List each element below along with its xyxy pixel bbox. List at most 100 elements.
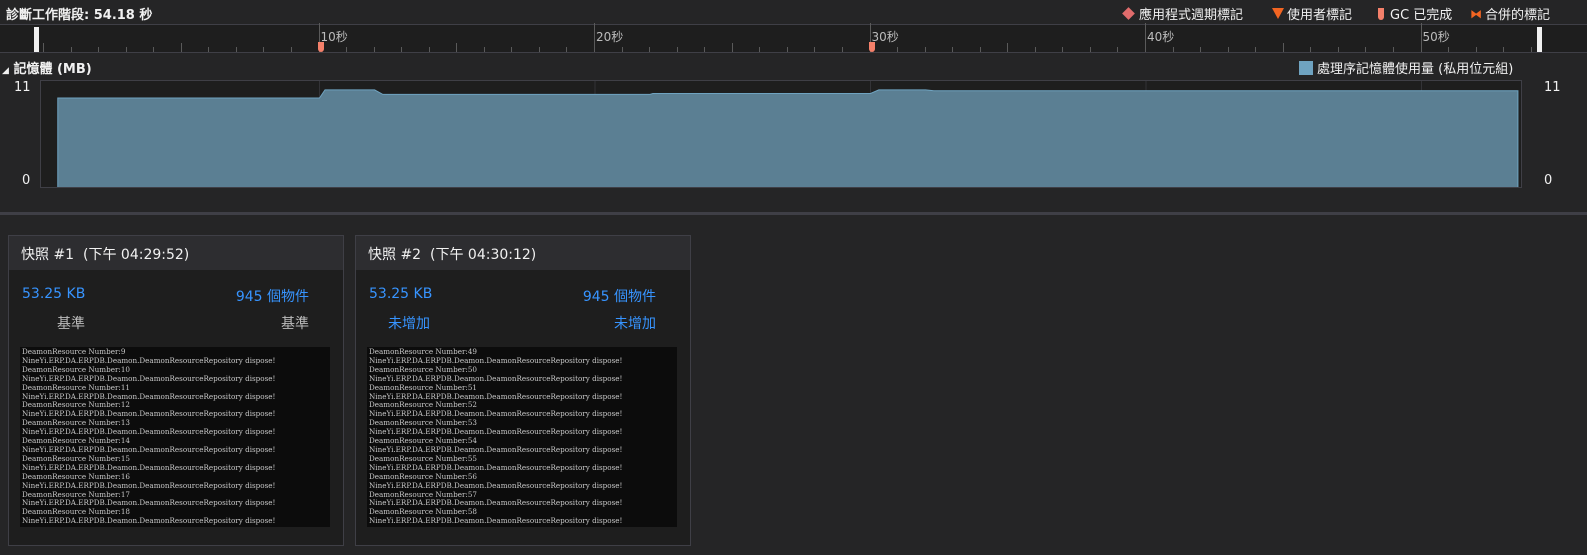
ruler-tick: [786, 47, 788, 52]
ruler-tick: [401, 47, 403, 52]
snapshot-size-diff: 基準: [57, 316, 85, 332]
console-line: NineYi.ERP.DA.ERPDB.Deamon.DeamonResourc…: [22, 462, 276, 472]
console-line: NineYi.ERP.DA.ERPDB.Deamon.DeamonResourc…: [369, 391, 623, 401]
console-line: NineYi.ERP.DA.ERPDB.Deamon.DeamonResourc…: [369, 480, 623, 490]
snapshot-objects-link[interactable]: 945 個物件: [582, 289, 656, 305]
legend-user-mark: 使用者標記: [1272, 4, 1352, 23]
ruler-tick: [1255, 47, 1257, 52]
ruler-tick: [153, 47, 155, 52]
console-line: DeamonResource Number:14: [22, 436, 130, 446]
ruler-tick: [979, 47, 981, 52]
memory-section-header[interactable]: ◢ 記憶體 (MB): [2, 58, 92, 77]
console-line: NineYi.ERP.DA.ERPDB.Deamon.DeamonResourc…: [22, 391, 276, 401]
gc-marker-icon: [1378, 7, 1384, 20]
gc-marker-icon[interactable]: [869, 42, 876, 52]
console-line: NineYi.ERP.DA.ERPDB.Deamon.DeamonResourc…: [22, 498, 276, 508]
snapshot-objects-diff[interactable]: 未增加: [614, 316, 656, 332]
snapshot-title: 快照 #2: [368, 247, 422, 263]
snapshot-card: 快照 #2 (下午 04:30:12) 53.25 KB 945 個物件 未增加…: [355, 235, 691, 546]
ruler-tick: [649, 47, 651, 52]
console-line: DeamonResource Number:13: [22, 418, 130, 428]
snapshot-objects-link[interactable]: 945 個物件: [235, 289, 309, 305]
console-line: DeamonResource Number:50: [369, 364, 477, 374]
ruler-tick: [1420, 23, 1422, 52]
gc-marker-icon[interactable]: [318, 42, 325, 52]
y-axis-min-left: 0: [22, 173, 31, 188]
console-line: NineYi.ERP.DA.ERPDB.Deamon.DeamonResourc…: [22, 480, 276, 490]
ruler-tick: [841, 47, 843, 52]
merged-marker-icon: ⧓: [1470, 6, 1482, 21]
splitter[interactable]: [0, 212, 1587, 215]
legend-label: 應用程式週期標記: [1139, 8, 1244, 23]
range-end-handle[interactable]: [1537, 27, 1542, 52]
ruler-tick: [456, 43, 458, 52]
console-line: DeamonResource Number:56: [369, 471, 477, 481]
ruler-tick: [1337, 47, 1339, 52]
ruler-tick: [1448, 47, 1450, 52]
ruler-tick: [70, 47, 72, 52]
y-axis-max-right: 11: [1544, 80, 1561, 95]
console-line: NineYi.ERP.DA.ERPDB.Deamon.DeamonResourc…: [22, 444, 276, 454]
legend-gc: GC 已完成: [1378, 4, 1452, 23]
ruler-tick: [346, 47, 348, 52]
console-line: NineYi.ERP.DA.ERPDB.Deamon.DeamonResourc…: [369, 498, 623, 508]
legend-label: GC 已完成: [1390, 8, 1453, 23]
snapshot-objects-diff: 基準: [281, 316, 309, 332]
console-line: NineYi.ERP.DA.ERPDB.Deamon.DeamonResourc…: [22, 516, 276, 526]
ruler-tick: [952, 47, 954, 52]
ruler-tick: [125, 47, 127, 52]
collapse-triangle-icon[interactable]: ◢: [2, 66, 9, 76]
console-line: DeamonResource Number:49: [369, 347, 477, 356]
snapshot-card: 快照 #1 (下午 04:29:52) 53.25 KB 945 個物件 基準 …: [8, 235, 344, 546]
legend-merged: ⧓ 合併的標記: [1470, 4, 1550, 24]
ruler-tick: [897, 47, 899, 52]
ruler-tick: [1475, 47, 1477, 52]
console-line: DeamonResource Number:10: [22, 364, 130, 374]
ruler-label: 30秒: [871, 30, 899, 44]
legend-label: 使用者標記: [1287, 8, 1353, 23]
triangle-down-icon: [1272, 8, 1284, 19]
memory-legend: 處理序記憶體使用量 (私用位元組): [1299, 58, 1513, 77]
snapshot-time: (下午 04:29:52): [83, 247, 190, 263]
snapshot-size-link[interactable]: 53.25 KB: [22, 286, 86, 302]
ruler-tick: [704, 47, 706, 52]
snapshot-size-link[interactable]: 53.25 KB: [369, 286, 433, 302]
ruler-tick: [290, 47, 292, 52]
console-line: DeamonResource Number:53: [369, 418, 477, 428]
console-line: DeamonResource Number:18: [22, 507, 130, 517]
memory-title: 記憶體 (MB): [13, 62, 92, 77]
ruler-tick: [759, 47, 761, 52]
ruler-tick: [869, 23, 871, 52]
console-line: DeamonResource Number:16: [22, 471, 130, 481]
ruler-tick: [814, 47, 816, 52]
memory-chart[interactable]: [40, 80, 1522, 188]
ruler-tick: [538, 47, 540, 52]
ruler-tick: [373, 47, 375, 52]
y-axis-min-right: 0: [1544, 173, 1553, 188]
snapshot-time: (下午 04:30:12): [430, 247, 537, 263]
snapshot-screenshot: DeamonResource Number:9 NineYi.ERP.DA.ERP…: [20, 347, 330, 527]
console-line: NineYi.ERP.DA.ERPDB.Deamon.DeamonResourc…: [22, 373, 276, 383]
console-line: DeamonResource Number:12: [22, 400, 130, 410]
ruler-tick: [235, 47, 237, 52]
console-line: DeamonResource Number:11: [22, 382, 130, 392]
range-start-handle[interactable]: [34, 27, 39, 52]
console-line: NineYi.ERP.DA.ERPDB.Deamon.DeamonResourc…: [369, 444, 623, 454]
console-line: NineYi.ERP.DA.ERPDB.Deamon.DeamonResourc…: [22, 409, 276, 419]
y-axis-max-left: 11: [14, 80, 31, 95]
ruler-tick: [594, 23, 595, 52]
console-line: DeamonResource Number:57: [369, 489, 477, 499]
console-line: NineYi.ERP.DA.ERPDB.Deamon.DeamonResourc…: [369, 373, 623, 383]
diamond-icon: [1122, 7, 1135, 20]
ruler-tick: [483, 47, 485, 52]
ruler-tick: [511, 47, 513, 52]
console-line: NineYi.ERP.DA.ERPDB.Deamon.DeamonResourc…: [369, 516, 623, 526]
ruler-tick: [1172, 47, 1174, 52]
time-ruler[interactable]: 10秒 20秒 30秒 40秒 50秒: [0, 23, 1587, 53]
console-line: DeamonResource Number:58: [369, 507, 477, 517]
ruler-label: 40秒: [1147, 30, 1175, 44]
ruler-label: 10秒: [320, 30, 348, 44]
console-line: DeamonResource Number:51: [369, 382, 477, 392]
ruler-tick: [1227, 47, 1229, 52]
snapshot-size-diff[interactable]: 未增加: [388, 316, 430, 332]
